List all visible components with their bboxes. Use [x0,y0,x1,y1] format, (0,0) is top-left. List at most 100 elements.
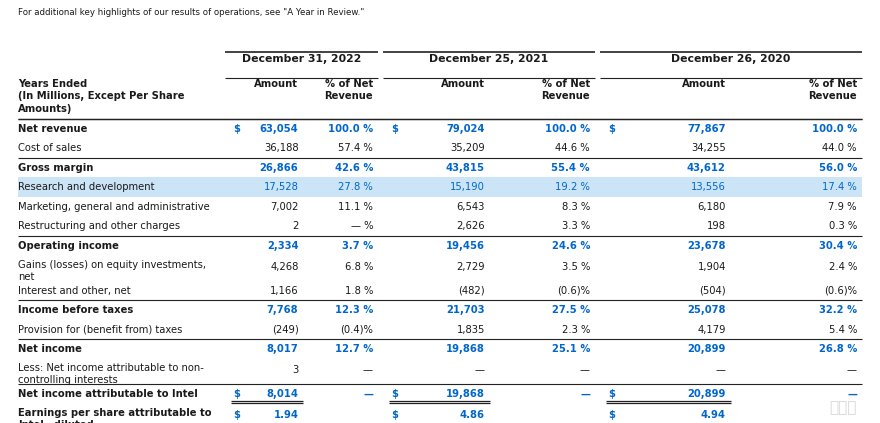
Text: % of Net
Revenue: % of Net Revenue [541,79,590,101]
Text: Amount: Amount [682,79,726,89]
Text: 43,815: 43,815 [446,163,485,173]
Text: 5.4 %: 5.4 % [829,325,857,335]
Text: 11.1 %: 11.1 % [338,202,373,212]
Text: 24.6 %: 24.6 % [552,241,590,251]
Text: 20,899: 20,899 [687,344,726,354]
Text: 79,024: 79,024 [446,124,485,134]
Text: 56.0 %: 56.0 % [818,163,857,173]
Text: Income before taxes: Income before taxes [18,305,133,316]
Text: $: $ [391,390,398,399]
Text: 19,868: 19,868 [446,390,485,399]
Text: (0.6)%: (0.6)% [824,286,857,296]
Text: 20,899: 20,899 [687,390,726,399]
Text: 21,703: 21,703 [446,305,485,316]
Text: 17.4 %: 17.4 % [822,182,857,192]
Text: $: $ [608,410,615,420]
Text: % of Net
Revenue: % of Net Revenue [325,79,373,101]
Text: Earnings per share attributable to
Intel—diluted: Earnings per share attributable to Intel… [18,408,211,423]
Text: 3.5 %: 3.5 % [561,262,590,272]
Text: Interest and other, net: Interest and other, net [18,286,130,296]
Text: $: $ [233,124,240,134]
Text: 30.4 %: 30.4 % [818,241,857,251]
Text: 3.3 %: 3.3 % [561,221,590,231]
Text: —: — [580,365,590,375]
Text: 2,729: 2,729 [456,262,485,272]
Text: 100.0 %: 100.0 % [811,124,857,134]
Text: 2: 2 [292,221,298,231]
Text: Amount: Amount [254,79,298,89]
Text: 34,255: 34,255 [691,143,726,154]
Text: 57.4 %: 57.4 % [338,143,373,154]
Text: 25.1 %: 25.1 % [552,344,590,354]
Text: Restructuring and other charges: Restructuring and other charges [18,221,180,231]
Text: 13,556: 13,556 [691,182,726,192]
Text: Gross margin: Gross margin [18,163,93,173]
Text: $: $ [233,410,240,420]
Text: 12.7 %: 12.7 % [334,344,373,354]
Text: 26,866: 26,866 [260,163,298,173]
Text: 6.8 %: 6.8 % [345,262,373,272]
Text: 钛媒体: 钛媒体 [830,400,857,415]
Text: 0.3 %: 0.3 % [829,221,857,231]
Text: Years Ended
(In Millions, Except Per Share
Amounts): Years Ended (In Millions, Except Per Sha… [18,79,185,114]
Text: $: $ [608,390,615,399]
Text: 1,835: 1,835 [457,325,485,335]
Text: 1.8 %: 1.8 % [345,286,373,296]
Text: 77,867: 77,867 [687,124,726,134]
Text: $: $ [391,124,398,134]
Text: 2,626: 2,626 [456,221,485,231]
Text: 100.0 %: 100.0 % [545,124,590,134]
Text: (0.4)%: (0.4)% [341,325,373,335]
Text: Provision for (benefit from) taxes: Provision for (benefit from) taxes [18,325,182,335]
Text: Cost of sales: Cost of sales [18,143,82,154]
Text: (249): (249) [272,325,298,335]
Text: $: $ [233,390,240,399]
Text: 6,180: 6,180 [697,202,726,212]
Text: 35,209: 35,209 [450,143,485,154]
Text: —: — [715,365,726,375]
Text: 8,014: 8,014 [267,390,298,399]
Text: — %: — % [350,221,373,231]
Text: Operating income: Operating income [18,241,119,251]
Text: 19,868: 19,868 [446,344,485,354]
Text: 55.4 %: 55.4 % [552,163,590,173]
Text: 42.6 %: 42.6 % [334,163,373,173]
Text: —: — [580,390,590,399]
Text: Amount: Amount [441,79,485,89]
Text: 19.2 %: 19.2 % [555,182,590,192]
Text: 1,904: 1,904 [697,262,726,272]
Text: $: $ [608,124,615,134]
Text: 3.7 %: 3.7 % [341,241,373,251]
Text: 44.6 %: 44.6 % [555,143,590,154]
Text: 2.4 %: 2.4 % [829,262,857,272]
Text: 4.86: 4.86 [459,410,485,420]
Text: Net income attributable to Intel: Net income attributable to Intel [18,390,198,399]
Text: Marketing, general and administrative: Marketing, general and administrative [18,202,209,212]
Text: —: — [475,365,485,375]
Text: 4.94: 4.94 [700,410,726,420]
Text: 1.94: 1.94 [274,410,298,420]
Text: 17,528: 17,528 [264,182,298,192]
Text: Less: Net income attributable to non-
controlling interests: Less: Net income attributable to non- co… [18,363,204,385]
Text: Net revenue: Net revenue [18,124,87,134]
Text: 19,456: 19,456 [446,241,485,251]
Text: 12.3 %: 12.3 % [334,305,373,316]
Text: 1,166: 1,166 [270,286,298,296]
Text: 27.8 %: 27.8 % [338,182,373,192]
Text: 32.2 %: 32.2 % [819,305,857,316]
Text: 44.0 %: 44.0 % [823,143,857,154]
Text: Research and development: Research and development [18,182,155,192]
Text: 4,179: 4,179 [697,325,726,335]
Text: 8.3 %: 8.3 % [561,202,590,212]
Text: % of Net
Revenue: % of Net Revenue [809,79,857,101]
Text: —: — [363,365,373,375]
Text: 3: 3 [292,365,298,375]
Text: 36,188: 36,188 [264,143,298,154]
Text: 7,002: 7,002 [270,202,298,212]
Text: 63,054: 63,054 [260,124,298,134]
Text: December 26, 2020: December 26, 2020 [671,54,791,64]
Text: (0.6)%: (0.6)% [557,286,590,296]
Text: 27.5 %: 27.5 % [552,305,590,316]
Text: 25,078: 25,078 [687,305,726,316]
Text: December 25, 2021: December 25, 2021 [429,54,548,64]
